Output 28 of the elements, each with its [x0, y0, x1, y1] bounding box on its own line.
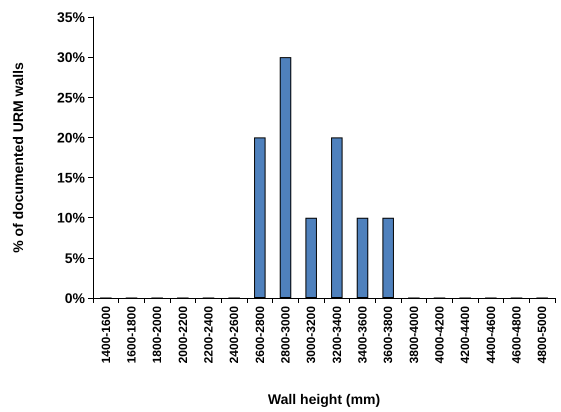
x-axis-title: Wall height (mm) [268, 391, 380, 407]
x-tick-label: 1800-2000 [150, 306, 164, 364]
x-tick-label: 4600-4800 [510, 306, 524, 364]
x-tick-label: 3400-3600 [356, 306, 370, 364]
x-tick-label: 2000-2200 [176, 306, 190, 364]
x-tick-label: 3600-3800 [381, 306, 396, 364]
x-tick-label: 4000-4200 [432, 306, 446, 364]
y-tick-label: 30% [56, 49, 86, 66]
x-tick-label: 1600-1800 [124, 306, 138, 364]
x-tick-label: 1400-1600 [98, 306, 113, 364]
x-tick-label: 3000-3200 [304, 306, 318, 364]
y-tick-label: 5% [64, 250, 86, 266]
x-tick-label: 4800-5000 [535, 306, 550, 364]
x-tick-label: 4200-4400 [458, 306, 472, 364]
y-tick-label: 10% [56, 210, 86, 226]
x-tick-label: 4400-4600 [484, 306, 498, 364]
y-tick-label: 0% [64, 290, 86, 306]
x-tick-label: 2800-3000 [278, 306, 292, 364]
x-tick-label: 2200-2400 [202, 306, 216, 364]
y-axis-title: % of documented URM walls [10, 62, 26, 253]
x-tick-label: 3800-4000 [406, 306, 421, 364]
x-tick-label: 3200-3400 [330, 306, 344, 364]
y-tick-label: 35% [56, 9, 86, 25]
y-tick-label: 15% [56, 170, 86, 186]
y-tick-label: 25% [56, 89, 86, 106]
x-tick-label: 2600-2800 [252, 306, 267, 364]
x-tick-label: 2400-2600 [227, 306, 242, 364]
y-tick-label: 20% [56, 129, 86, 146]
